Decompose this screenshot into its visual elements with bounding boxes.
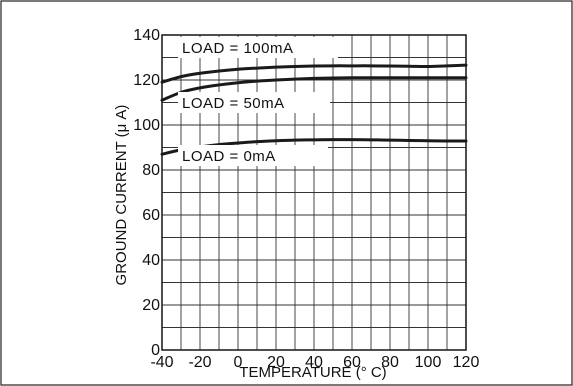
x-tick-label: 60 xyxy=(343,354,361,371)
series-line-1 xyxy=(160,76,468,102)
series-label-background xyxy=(178,92,330,113)
x-tick-label: -20 xyxy=(188,354,211,371)
series-label-1: LOAD = 50mA xyxy=(182,95,285,112)
series-label-2: LOAD = 0mA xyxy=(182,148,276,165)
plot-area-frame xyxy=(161,34,467,351)
y-tick-label: 60 xyxy=(142,207,160,224)
series-label-layer: LOAD = 100mA LOAD = 50mA LOAD = 0mA xyxy=(178,37,338,166)
x-tick-label: 80 xyxy=(381,354,399,371)
series-line-0 xyxy=(160,63,468,84)
y-tick-label: 140 xyxy=(133,27,160,44)
x-tick-label: 20 xyxy=(267,354,285,371)
y-axis-tick-labels: 0 20 40 60 80 100 120 140 xyxy=(133,27,160,359)
series-label-0: LOAD = 100mA xyxy=(182,40,293,57)
y-tick-label: 0 xyxy=(151,342,160,359)
x-tick-label: 120 xyxy=(453,354,480,371)
x-axis-title: TEMPERATURE (° C) xyxy=(239,364,386,381)
x-tick-label: 0 xyxy=(234,354,243,371)
series-label-background xyxy=(178,37,338,58)
y-tick-label: 100 xyxy=(133,117,160,134)
y-tick-label: 80 xyxy=(142,162,160,179)
y-tick-label: 20 xyxy=(142,297,160,314)
y-tick-label: 120 xyxy=(133,72,160,89)
x-tick-label: 100 xyxy=(415,354,442,371)
y-tick-label: 40 xyxy=(142,252,160,269)
series-label-background xyxy=(178,145,328,166)
y-axis-title: GROUND CURRENT (μ A) xyxy=(113,105,130,286)
x-tick-label: 40 xyxy=(305,354,323,371)
x-tick-label: -40 xyxy=(150,354,173,371)
x-axis-tick-labels: -40 -20 0 20 40 60 80 100 120 xyxy=(150,354,479,371)
